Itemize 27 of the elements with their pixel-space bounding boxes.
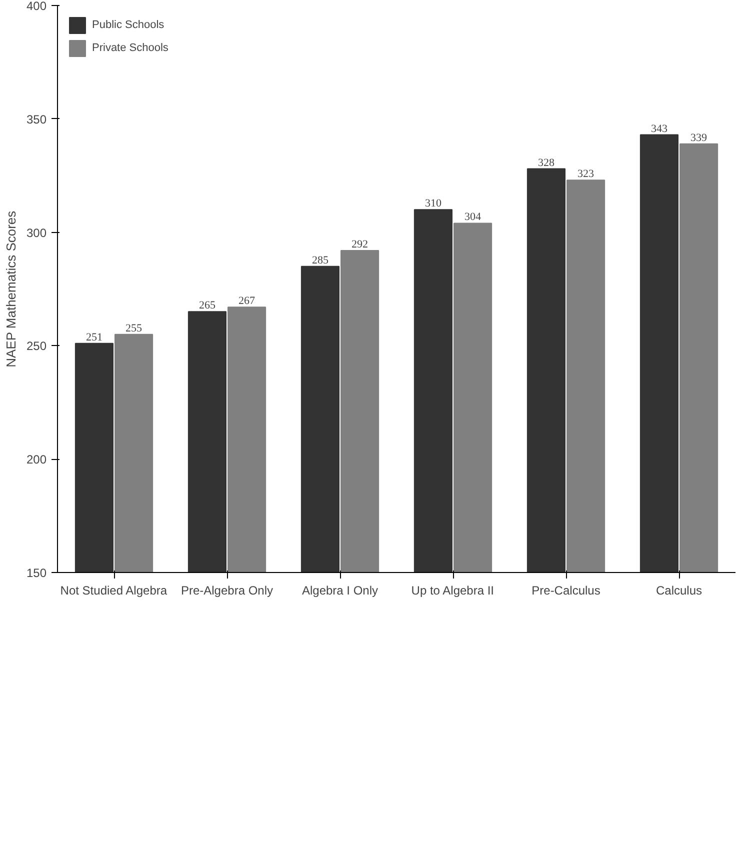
y-tick-label: 200 [26, 452, 47, 467]
data-label: 265 [198, 300, 216, 312]
data-label: 251 [86, 331, 102, 344]
y-axis-title: NAEP Mathematics Scores [3, 210, 18, 368]
y-tick-label: 350 [26, 112, 47, 126]
data-label: 304 [464, 211, 482, 224]
legend-label: Private Schools [92, 42, 168, 54]
data-label: 310 [424, 198, 442, 210]
y-tick-label: 150 [26, 566, 47, 580]
y-tick-label: 300 [26, 226, 47, 240]
data-label: 323 [578, 168, 595, 180]
y-tick-label: 400 [26, 0, 47, 13]
data-label: 255 [126, 322, 143, 334]
x-tick-label: Algebra I Only [302, 584, 378, 598]
x-tick-label: Pre-Algebra Only [180, 584, 274, 598]
legend-label: Public Schools [92, 19, 164, 31]
x-tick-label: Calculus [656, 584, 702, 598]
data-label: 292 [352, 238, 368, 250]
x-tick-label: Up to Algebra II [411, 584, 494, 598]
data-label: 343 [650, 122, 668, 135]
x-tick-label: Pre-Calculus [532, 584, 600, 598]
y-tick-label: 250 [26, 339, 47, 354]
x-tick-label: Not Studied Algebra [60, 584, 168, 598]
data-label: 328 [538, 156, 555, 169]
data-label: 267 [238, 295, 256, 308]
data-label: 285 [312, 254, 329, 266]
data-label: 339 [690, 132, 708, 144]
